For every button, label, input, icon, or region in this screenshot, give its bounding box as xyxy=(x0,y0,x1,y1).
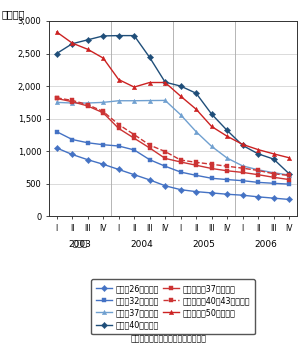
Text: 2003: 2003 xyxy=(69,240,91,249)
Text: ディスプレイサーチ資料により作成: ディスプレイサーチ資料により作成 xyxy=(130,335,206,344)
Text: （年）: （年） xyxy=(72,240,87,249)
Text: 2004: 2004 xyxy=(131,240,153,249)
Text: 2005: 2005 xyxy=(192,240,215,249)
Text: （ドル）: （ドル） xyxy=(2,9,25,19)
Text: 2006: 2006 xyxy=(254,240,277,249)
Legend: 液晶（26インチ）, 液晶（32インチ）, 液晶（37インチ）, 液晶（40インチ）, プラズマ（37インチ）, プラズマ（40～43インチ）, プラズマ（50: 液晶（26インチ）, 液晶（32インチ）, 液晶（37インチ）, 液晶（40イン… xyxy=(91,279,255,334)
